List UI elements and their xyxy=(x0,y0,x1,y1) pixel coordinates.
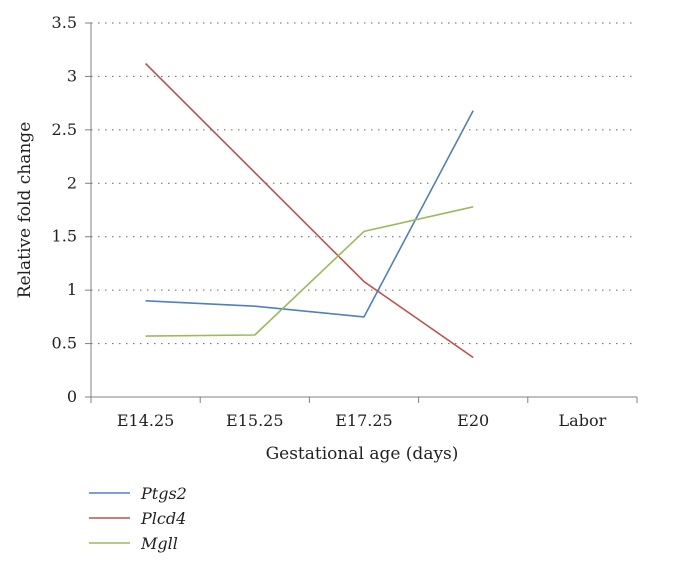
y-tick-label: 0 xyxy=(67,387,77,406)
series-line-ptgs2 xyxy=(145,110,474,318)
series-line-plcd4 xyxy=(145,63,474,359)
x-tick-label: E15.25 xyxy=(226,411,283,430)
x-axis-title: Gestational age (days) xyxy=(266,444,459,464)
y-ticks: 0 0.5 1 1.5 2 2.5 3 3.5 xyxy=(52,13,91,406)
series-lines xyxy=(145,63,474,359)
x-tick-label: E20 xyxy=(457,411,489,430)
x-tick-label: Labor xyxy=(559,411,607,430)
x-ticks: E14.25 E15.25 E17.25 E20 Labor xyxy=(90,397,638,430)
y-tick-label: 2 xyxy=(67,173,77,192)
y-tick-label: 2.5 xyxy=(52,120,77,139)
gridlines xyxy=(91,22,637,345)
legend-label-mgll: Mgll xyxy=(140,534,178,553)
y-axis-title: Relative fold change xyxy=(15,122,35,299)
legend-label-ptgs2: Ptgs2 xyxy=(140,484,187,503)
y-tick-label: 0.5 xyxy=(52,334,77,353)
y-tick-label: 1 xyxy=(67,280,77,299)
y-tick-label: 3 xyxy=(67,66,77,85)
y-tick-label: 1.5 xyxy=(52,227,77,246)
axes xyxy=(90,23,637,398)
legend: Ptgs2 Plcd4 Mgll xyxy=(89,484,187,553)
legend-label-plcd4: Plcd4 xyxy=(140,509,186,528)
y-tick-label: 3.5 xyxy=(52,13,77,32)
x-tick-label: E14.25 xyxy=(117,411,174,430)
x-tick-label: E17.25 xyxy=(335,411,392,430)
series-line-mgll xyxy=(145,206,474,337)
